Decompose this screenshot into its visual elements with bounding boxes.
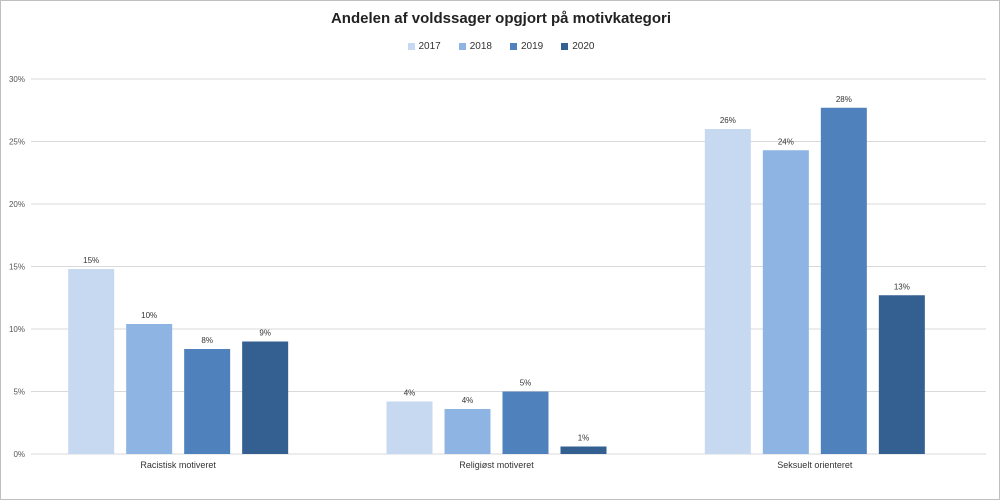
data-label-1-2020: 1% [578,434,590,443]
legend: 2017 2018 2019 2020 [1,41,1000,52]
legend-label-2020: 2020 [572,41,595,52]
legend-item-2020: 2020 [561,41,595,52]
y-tick-label-2: 10% [9,325,25,334]
y-tick-label-3: 15% [9,263,25,272]
bar-0-2017 [68,269,115,454]
legend-label-2019: 2019 [521,41,544,52]
data-label-1-2017: 4% [404,389,416,398]
legend-swatch-2019 [510,43,517,50]
bar-2-2017 [704,129,751,454]
bar-1-2017 [386,401,433,454]
bar-0-2019 [184,349,231,454]
data-label-0-2017: 15% [83,256,99,265]
legend-label-2017: 2017 [418,41,441,52]
data-label-2-2019: 28% [836,95,852,104]
y-tick-label-0: 0% [13,450,25,459]
legend-item-2017: 2017 [407,41,441,52]
legend-swatch-2018 [458,43,466,50]
data-label-2-2018: 24% [778,137,794,146]
category-label-0: Racistisk motiveret [140,460,216,470]
data-label-0-2020: 9% [259,329,271,338]
data-label-0-2019: 8% [201,336,213,345]
bar-0-2020 [242,341,289,454]
bar-1-2019 [502,391,549,454]
bar-0-2018 [126,324,173,454]
y-tick-label-5: 25% [9,138,25,147]
y-tick-label-6: 30% [9,75,25,84]
legend-item-2018: 2018 [458,41,492,52]
bar-2-2018 [762,150,809,454]
bar-1-2018 [444,409,491,454]
data-label-2-2020: 13% [894,282,910,291]
category-label-1: Religiøst motiveret [459,460,534,470]
data-label-1-2019: 5% [520,379,532,388]
legend-swatch-2020 [561,43,569,50]
category-label-2: Seksuelt orienteret [777,460,853,470]
bar-1-2020 [560,446,607,454]
legend-label-2018: 2018 [469,41,492,52]
chart-title: Andelen af voldssager opgjort på motivka… [330,10,672,27]
bar-2-2019 [820,107,867,454]
data-label-1-2018: 4% [462,396,474,405]
legend-swatch-2017 [407,43,415,50]
data-label-2-2017: 26% [720,116,736,125]
y-tick-label-4: 20% [9,200,25,209]
bar-2-2020 [878,295,925,454]
legend-item-2019: 2019 [510,41,543,52]
y-tick-label-1: 5% [13,388,25,397]
data-label-0-2018: 10% [141,311,157,320]
